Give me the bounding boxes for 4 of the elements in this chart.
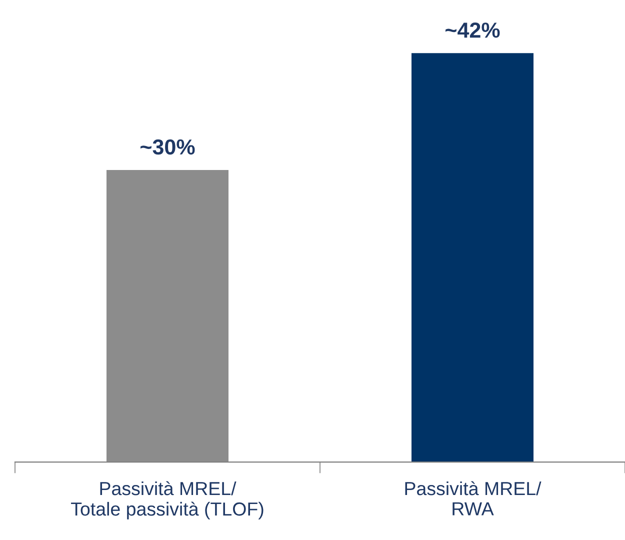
x-tick-label: Passività MREL/ RWA xyxy=(405,481,542,516)
x-tick-label: Passività MREL/ Totale passività (TLOF) xyxy=(71,481,264,520)
data-label: ~42% xyxy=(446,22,500,38)
data-label: ~30% xyxy=(140,139,195,155)
